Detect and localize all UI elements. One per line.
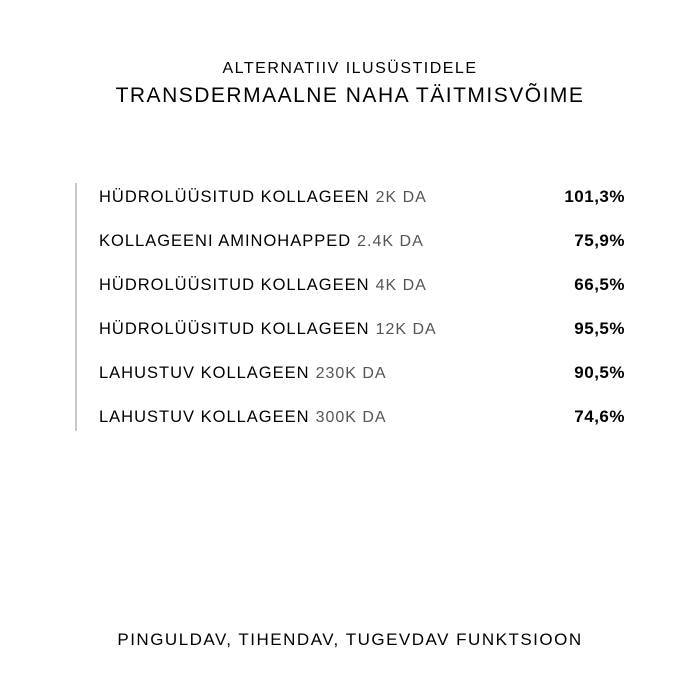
ingredient-name: HÜDROLÜÜSITUD KOLLAGEEN (99, 188, 370, 207)
row-left: LAHUSTUV KOLLAGEEN 230K DA (99, 364, 387, 383)
subtitle: ALTERNATIIV ILUSÜSTIDELE (75, 60, 625, 78)
molecular-weight: 2K DA (376, 189, 427, 207)
ingredient-name: KOLLAGEENI AMINOHAPPED (99, 232, 351, 251)
table-row: KOLLAGEENI AMINOHAPPED 2.4K DA 75,9% (99, 219, 625, 263)
footer-text: PINGULDAV, TIHENDAV, TUGEVDAV FUNKTSIOON (75, 570, 625, 650)
row-left: HÜDROLÜÜSITUD KOLLAGEEN 2K DA (99, 188, 427, 207)
row-left: KOLLAGEENI AMINOHAPPED 2.4K DA (99, 232, 424, 251)
table-row: LAHUSTUV KOLLAGEEN 300K DA 74,6% (99, 395, 625, 431)
header: ALTERNATIIV ILUSÜSTIDELE TRANSDERMAALNE … (75, 60, 625, 108)
ingredients-table: HÜDROLÜÜSITUD KOLLAGEEN 2K DA 101,3% KOL… (75, 183, 625, 431)
percentage: 74,6% (574, 407, 625, 427)
molecular-weight: 4K DA (376, 277, 427, 295)
ingredient-name: LAHUSTUV KOLLAGEEN (99, 408, 310, 427)
molecular-weight: 230K DA (316, 365, 387, 383)
percentage: 90,5% (574, 363, 625, 383)
row-left: LAHUSTUV KOLLAGEEN 300K DA (99, 408, 387, 427)
percentage: 75,9% (574, 231, 625, 251)
percentage: 95,5% (574, 319, 625, 339)
percentage: 101,3% (564, 187, 625, 207)
ingredient-name: HÜDROLÜÜSITUD KOLLAGEEN (99, 320, 370, 339)
percentage: 66,5% (574, 275, 625, 295)
table-row: HÜDROLÜÜSITUD KOLLAGEEN 12K DA 95,5% (99, 307, 625, 351)
table-row: HÜDROLÜÜSITUD KOLLAGEEN 4K DA 66,5% (99, 263, 625, 307)
row-left: HÜDROLÜÜSITUD KOLLAGEEN 4K DA (99, 276, 427, 295)
row-left: HÜDROLÜÜSITUD KOLLAGEEN 12K DA (99, 320, 437, 339)
table-row: HÜDROLÜÜSITUD KOLLAGEEN 2K DA 101,3% (99, 183, 625, 219)
title: TRANSDERMAALNE NAHA TÄITMISVÕIME (75, 84, 625, 108)
molecular-weight: 2.4K DA (357, 233, 424, 251)
table-row: LAHUSTUV KOLLAGEEN 230K DA 90,5% (99, 351, 625, 395)
ingredient-name: LAHUSTUV KOLLAGEEN (99, 364, 310, 383)
ingredient-name: HÜDROLÜÜSITUD KOLLAGEEN (99, 276, 370, 295)
molecular-weight: 300K DA (316, 409, 387, 427)
molecular-weight: 12K DA (376, 321, 437, 339)
